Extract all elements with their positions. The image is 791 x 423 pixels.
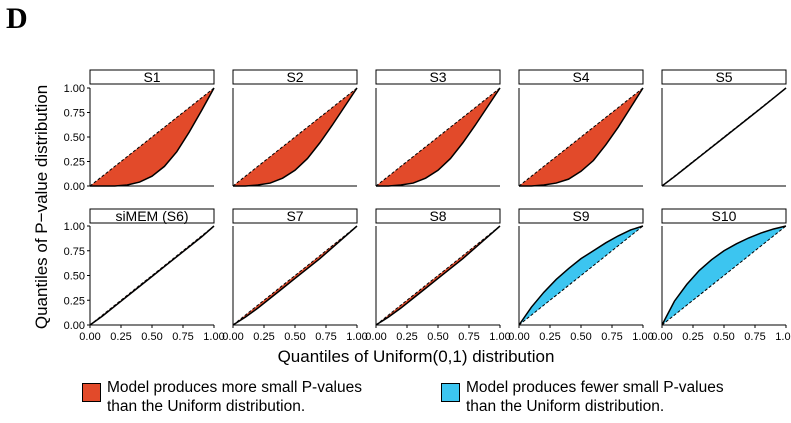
x-tick-label: 1.00 (489, 331, 510, 343)
area-s8 (376, 226, 500, 325)
legend-entry-more: Model produces more small P-values than … (82, 378, 362, 416)
legend-text-fewer: Model produces fewer small P-values than… (466, 378, 724, 416)
curve-s5 (661, 87, 787, 187)
reference-line-s1 (89, 87, 215, 187)
area-s7 (233, 226, 357, 325)
legend-swatch-fewer (441, 383, 460, 402)
facet-title-s9: S9 (572, 208, 589, 224)
area-s3 (376, 88, 500, 186)
reference-line-simem-s6 (89, 225, 215, 326)
y-tick-label: 0.25 (64, 295, 85, 307)
facet-title-s10: S10 (712, 208, 737, 224)
x-tick-label: 0.75 (458, 331, 479, 343)
facet-strip-s3 (375, 69, 501, 85)
facet-strip-s7 (232, 208, 358, 224)
y-tick-label: 1.00 (64, 221, 85, 233)
legend-more-line2: than the Uniform distribution. (107, 398, 306, 415)
facet-chart: S1 0.00 0.25 0.50 0.75 1.00 S2 S3 S4 S5 siMEM (S6)… (32, 69, 791, 366)
y-axis-title: Quantiles of P−value distribution (32, 85, 51, 329)
facet-title-s2: S2 (286, 69, 303, 85)
y-tick-label: 0.25 (64, 157, 85, 169)
x-tick-label: 0.00 (79, 331, 100, 343)
facet-title-s7: S7 (286, 208, 303, 224)
x-tick-label: 0.25 (396, 331, 417, 343)
panel-label: D (6, 2, 28, 35)
facet-title-s5: S5 (715, 69, 732, 85)
curve-s8 (375, 225, 501, 326)
x-tick-label: 0.50 (284, 331, 305, 343)
y-tick-label: 0.50 (64, 271, 85, 283)
curve-s10 (661, 225, 787, 326)
curve-s3 (376, 87, 501, 187)
x-tick-label: 0.00 (222, 331, 243, 343)
curve-s4 (519, 87, 644, 187)
facet-title-simem-s6: siMEM (S6) (115, 208, 188, 224)
facet-title-s1: S1 (143, 69, 160, 85)
x-tick-label: 0.25 (539, 331, 560, 343)
area-s4 (519, 88, 643, 186)
area-simem-s6 (90, 226, 214, 325)
x-tick-label: 1.00 (346, 331, 367, 343)
legend-fewer-line1: Model produces fewer small P-values (466, 379, 724, 396)
facet-strip-s5 (661, 69, 787, 85)
facet-strip-simem-s6 (89, 208, 215, 224)
reference-line-s7 (232, 225, 358, 326)
x-tick-label: 0.00 (365, 331, 386, 343)
x-tick-label: 0.25 (253, 331, 274, 343)
x-tick-label: 1.00 (775, 331, 791, 343)
y-tick-label: 0.75 (64, 108, 85, 120)
x-tick-label: 0.75 (315, 331, 336, 343)
legend-text-more: Model produces more small P-values than … (107, 378, 362, 416)
facet-strip-s2 (232, 69, 358, 85)
legend-entry-fewer: Model produces fewer small P-values than… (441, 378, 724, 416)
area-s2 (233, 88, 357, 186)
y-tick-label: 0.00 (64, 320, 85, 332)
x-tick-label: 1.00 (632, 331, 653, 343)
y-tick-label: 1.00 (64, 83, 85, 95)
reference-line-s2 (232, 87, 358, 187)
curve-s9 (518, 225, 644, 326)
y-tick-label: 0.00 (64, 181, 85, 193)
reference-line-s4 (518, 87, 644, 187)
legend-swatch-more (82, 383, 101, 402)
x-tick-label: 1.00 (203, 331, 224, 343)
x-tick-label: 0.50 (141, 331, 162, 343)
facet-title-s3: S3 (429, 69, 446, 85)
x-tick-label: 0.75 (601, 331, 622, 343)
curve-s7 (232, 225, 358, 326)
legend-more-line1: Model produces more small P-values (107, 379, 362, 396)
x-tick-label: 0.00 (508, 331, 529, 343)
legend-fewer-line2: than the Uniform distribution. (466, 398, 665, 415)
x-tick-label: 0.50 (427, 331, 448, 343)
x-tick-label: 0.00 (651, 331, 672, 343)
x-tick-label: 0.75 (744, 331, 765, 343)
facet-strip-s1 (89, 69, 215, 85)
facet-title-s4: S4 (572, 69, 589, 85)
x-axis-title: Quantiles of Uniform(0,1) distribution (278, 347, 555, 366)
reference-line-s10 (661, 225, 787, 326)
x-tick-label: 0.50 (713, 331, 734, 343)
area-s1 (90, 88, 214, 186)
facet-title-s8: S8 (429, 208, 446, 224)
facet-strip-s10 (661, 208, 787, 224)
reference-line-s3 (375, 87, 501, 187)
area-s10 (662, 226, 786, 325)
facet-strip-s9 (518, 208, 644, 224)
x-tick-label: 0.75 (172, 331, 193, 343)
facet-strip-s4 (518, 69, 644, 85)
area-s9 (519, 226, 643, 325)
x-tick-label: 0.25 (110, 331, 131, 343)
reference-line-s9 (518, 225, 644, 326)
curve-s2 (233, 87, 358, 187)
reference-line-s8 (375, 225, 501, 326)
facet-strip-s8 (375, 208, 501, 224)
y-tick-label: 0.50 (64, 132, 85, 144)
x-tick-label: 0.50 (570, 331, 591, 343)
y-tick-label: 0.75 (64, 246, 85, 258)
curve-simem-s6 (89, 225, 215, 326)
x-tick-label: 0.25 (682, 331, 703, 343)
